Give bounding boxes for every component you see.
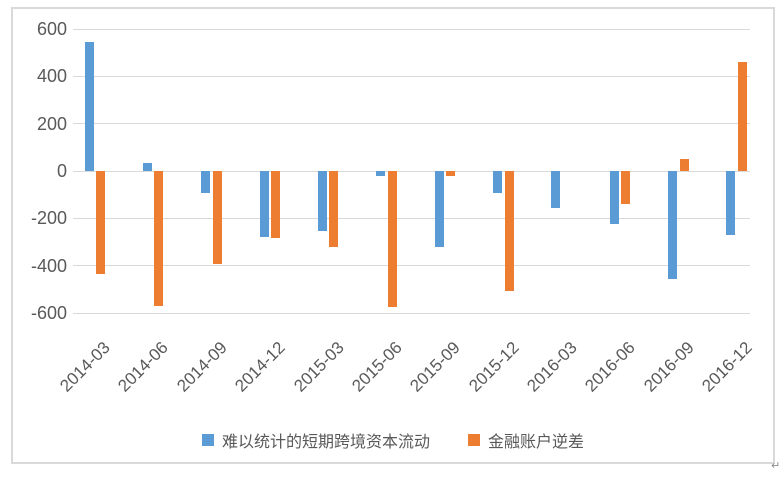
- gridline--400: [73, 265, 750, 267]
- bar-blue-2016-03: [551, 171, 561, 208]
- chart-frame[interactable]: 600 400 200 0 -200 -400 -600 2014-03 2014-06 201…: [11, 7, 775, 464]
- x-category-label-2015-06: 2015-06: [348, 338, 406, 396]
- bar-orange-2016-12: [737, 62, 747, 171]
- legend-item-blue-series: 难以统计的短期跨境资本流动: [201, 428, 430, 452]
- bar-blue-2014-09: [201, 171, 211, 194]
- bar-orange-2014-06: [154, 171, 164, 306]
- x-category-label-2016-12: 2016-12: [698, 338, 756, 396]
- x-category-label-2014-06: 2014-06: [114, 338, 173, 396]
- bar-orange-2016-09: [679, 159, 689, 171]
- legend-swatch-icon: [468, 434, 480, 446]
- x-category-label-2014-12: 2014-12: [231, 338, 290, 396]
- bar-orange-2015-12: [504, 171, 514, 291]
- bar-orange-2014-09: [212, 171, 222, 265]
- bar-orange-2015-03: [329, 171, 339, 247]
- x-category-label-2014-09: 2014-09: [173, 338, 231, 396]
- y-tick-label--600: -600: [30, 303, 67, 323]
- bar-blue-2014-12: [259, 171, 269, 238]
- bar-blue-2016-09: [668, 171, 678, 279]
- bar-blue-2015-09: [434, 171, 444, 247]
- gridline-200: [73, 123, 750, 125]
- x-category-label-2016-06: 2016-06: [581, 338, 640, 396]
- paragraph-mark-icon: ↵: [771, 460, 781, 472]
- legend-swatch-icon: [201, 434, 214, 446]
- bar-orange-2016-06: [621, 171, 631, 205]
- gridline-0: [73, 170, 750, 172]
- legend-label: 金融账户逆差: [488, 434, 585, 451]
- y-tick-label-0: 0: [56, 161, 67, 181]
- bar-blue-2015-03: [317, 171, 327, 232]
- y-tick-label--200: -200: [30, 208, 67, 229]
- x-category-label-2016-09: 2016-09: [639, 338, 698, 396]
- bar-blue-2014-03: [84, 42, 94, 171]
- bar-blue-2015-06: [376, 171, 386, 176]
- x-category-label-2016-03: 2016-03: [523, 338, 581, 396]
- y-tick-label--400: -400: [30, 255, 67, 276]
- bar-blue-2016-06: [609, 171, 619, 225]
- chart-legend: 难以统计的短期跨境资本流动 金融账户逆差: [11, 428, 775, 452]
- x-category-label-2014-03: 2014-03: [56, 338, 114, 396]
- x-category-label-2015-03: 2015-03: [289, 338, 348, 396]
- bar-blue-2015-12: [493, 171, 503, 194]
- x-category-label-2015-12: 2015-12: [464, 338, 523, 396]
- bar-blue-2014-06: [142, 162, 152, 171]
- bar-blue-2016-12: [726, 171, 736, 235]
- bar-orange-2015-09: [446, 171, 456, 176]
- gridline-400: [73, 75, 750, 77]
- gridline--600: [73, 312, 750, 314]
- gridline-600: [73, 28, 750, 30]
- bar-orange-2015-06: [387, 171, 397, 308]
- y-tick-label-200: 200: [36, 113, 67, 134]
- legend-item-orange-series: 金融账户逆差: [468, 428, 584, 452]
- bar-orange-2014-12: [271, 171, 281, 239]
- x-category-label-2015-09: 2015-09: [406, 338, 465, 396]
- y-tick-label-600: 600: [36, 19, 67, 39]
- gridline--200: [73, 217, 750, 219]
- legend-label: 难以统计的短期跨境资本流动: [221, 434, 430, 451]
- bar-orange-2014-03: [96, 171, 105, 274]
- y-tick-label-400: 400: [36, 66, 67, 87]
